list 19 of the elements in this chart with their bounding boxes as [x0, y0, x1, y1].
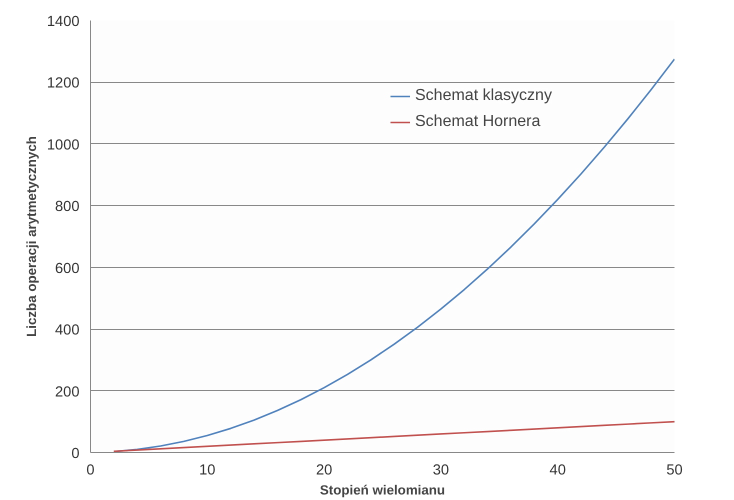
x-tick-label: 20	[316, 462, 332, 478]
line-series	[113, 420, 674, 452]
x-tick-label: 40	[550, 462, 566, 478]
x-tick-label: 50	[666, 462, 683, 478]
legend-label: Schemat klasyczny	[415, 87, 552, 105]
x-tick-label: 30	[432, 462, 450, 478]
y-tick-label: 1200	[46, 76, 80, 92]
y-tick-label: 1000	[46, 137, 80, 154]
y-tick-label: 400	[55, 322, 80, 339]
y-tick-label: 800	[55, 199, 80, 216]
legend-label: Schemat Hornera	[415, 113, 540, 131]
y-tick-label: 1400	[46, 14, 80, 30]
x-axis-title: Stopień wielomianu	[320, 482, 446, 498]
x-tick-label: 0	[86, 462, 95, 478]
y-axis-title: Liczba operacji arytmetycznych	[24, 136, 39, 337]
y-tick-label: 0	[71, 446, 80, 462]
y-tick-label: 200	[55, 384, 80, 400]
y-tick-label: 600	[55, 260, 80, 277]
x-tick-label: 10	[199, 462, 216, 478]
